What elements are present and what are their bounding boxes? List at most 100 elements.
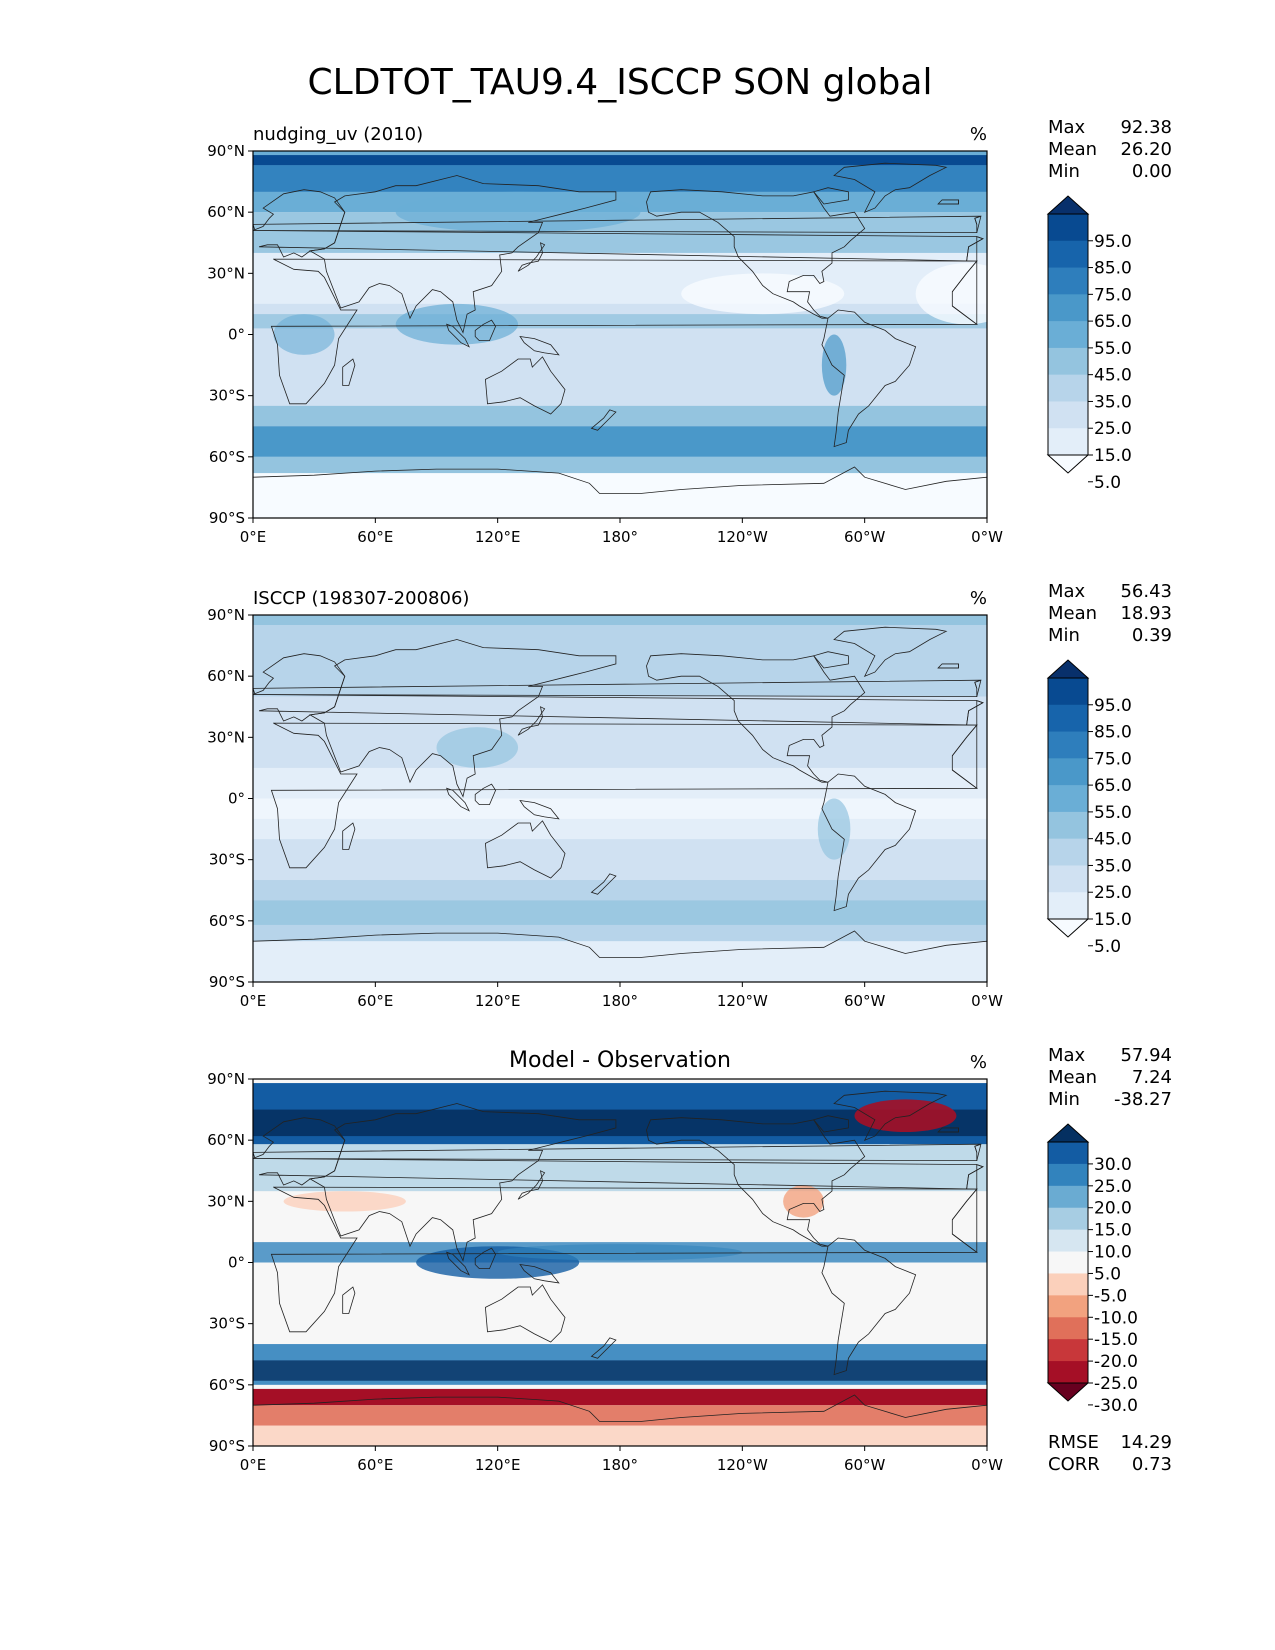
colorbar-segment <box>1048 811 1088 840</box>
colorbar-segment <box>1048 865 1088 893</box>
colorbar-label: 30.0 <box>1094 1155 1132 1175</box>
colorbar-label: 25.0 <box>1094 419 1132 439</box>
coastline-africa <box>270 258 978 405</box>
lon-axis: 0°E 60°E 120°E 180° 120°W 60°W 0°W <box>240 982 1003 1010</box>
lon-tick-label: 0°W <box>971 992 1003 1010</box>
lat-tick-label: 60°N <box>207 1131 245 1149</box>
coastline-uk-wrap <box>974 679 982 697</box>
lat-tick-label: 30°N <box>207 264 245 282</box>
coastline-europe-wrap <box>966 236 984 262</box>
field-band <box>253 1388 987 1406</box>
colorbar-extend-max <box>1046 195 1090 215</box>
coastline-newZealand <box>590 873 617 895</box>
field-band <box>253 1405 987 1426</box>
lon-tick-label: 120°W <box>717 528 768 546</box>
lon-tick-label: 0°W <box>971 1456 1003 1474</box>
stat-value: 14.29 <box>1120 1432 1172 1453</box>
lon-tick-label: 60°W <box>844 1456 886 1474</box>
colorbar-frame <box>1047 213 1089 456</box>
stat-label: Mean <box>1048 1067 1097 1088</box>
field-band <box>253 365 987 406</box>
coastline-northAmerica <box>646 1117 866 1247</box>
rmse-corr-box: RMSE 14.29 CORR 0.73 <box>1048 1432 1172 1475</box>
colorbar-label: -10.0 <box>1094 1308 1138 1328</box>
colorbar-label: -30.0 <box>1094 1396 1138 1416</box>
stat-label: Min <box>1048 161 1080 182</box>
coastline-asia <box>308 1103 617 1262</box>
colorbar-segment <box>1048 1317 1088 1340</box>
panel-units: % <box>970 1052 987 1073</box>
stat-label: Max <box>1048 117 1086 138</box>
colorbar-segment <box>1048 1142 1088 1165</box>
colorbar-segment <box>1048 1163 1088 1187</box>
coastline-newGuinea <box>519 1263 560 1284</box>
stat-value: 0.39 <box>1132 625 1172 646</box>
lat-tick-label: 0° <box>228 1254 245 1272</box>
colorbar-label: 85.0 <box>1094 259 1132 279</box>
colorbar-segment <box>1048 1229 1088 1253</box>
colorbar-label: 20.0 <box>1094 1199 1132 1219</box>
colorbar-extend-min <box>1046 1382 1090 1402</box>
field-band <box>253 303 987 366</box>
colorbar-extend-max <box>1046 1123 1090 1143</box>
coastline-madagascar <box>342 358 356 386</box>
colorbar-segment <box>1048 401 1088 429</box>
colorbar-segment <box>1048 1251 1088 1274</box>
lon-tick-label: 60°E <box>357 992 393 1010</box>
colorbar-segment <box>1048 294 1088 322</box>
lat-tick-label: 30°S <box>209 1315 245 1333</box>
colorbar-segment <box>1048 428 1088 456</box>
coastline-southAmerica <box>821 773 917 912</box>
colorbar: 95.0 85.0 75.0 65.0 55.0 45.0 35.0 25.0 15.0 5.0 <box>1046 659 1132 957</box>
panel-units: % <box>970 124 987 145</box>
lon-tick-label: 120°W <box>717 1456 768 1474</box>
field-band <box>253 155 987 166</box>
colorbar-label: 55.0 <box>1094 803 1132 823</box>
field-region <box>854 1099 957 1133</box>
lon-tick-label: 0°E <box>240 1456 267 1474</box>
colorbar-segment <box>1048 838 1088 866</box>
colorbar: 30.025.020.015.010.05.0-5.0-10.0-15.0-20… <box>1046 1123 1138 1416</box>
colorbar-label: 25.0 <box>1094 1177 1132 1197</box>
coastlines <box>252 1090 988 1447</box>
coastline-australia <box>484 356 566 415</box>
colorbar-segment <box>1048 1185 1088 1209</box>
lon-tick-label: 60°W <box>844 528 886 546</box>
field-band <box>253 405 987 427</box>
colorbar-extend-min <box>1046 454 1090 474</box>
colorbar-segment <box>1048 321 1088 349</box>
field-band <box>253 798 987 819</box>
stat-value: 0.00 <box>1132 161 1172 182</box>
coastline-northAmerica <box>646 653 866 783</box>
lat-tick-label: 60°N <box>207 667 245 685</box>
lon-tick-label: 180° <box>602 992 638 1010</box>
colorbar-segment <box>1048 267 1088 295</box>
coastline-africa <box>270 722 978 869</box>
field-region <box>783 1185 824 1218</box>
stat-value: 57.94 <box>1120 1045 1172 1066</box>
colorbar-label: 45.0 <box>1094 830 1132 850</box>
coastline-asia <box>308 639 617 798</box>
lat-tick-label: 30°N <box>207 1192 245 1210</box>
coastline-uk-wrap <box>974 215 982 233</box>
lat-tick-label: 90°N <box>207 1070 245 1088</box>
stat-label: Max <box>1048 581 1086 602</box>
coastline-japan <box>517 1170 546 1200</box>
coastline-borneo <box>474 319 497 341</box>
lon-tick-label: 120°E <box>475 528 521 546</box>
field-region <box>915 263 987 325</box>
colorbar: 95.0 85.0 75.0 65.0 55.0 45.0 35.0 25.0 15.0 5.0 <box>1046 195 1132 493</box>
field-band <box>253 900 987 925</box>
colorbar-segment <box>1048 1339 1088 1362</box>
coastline-africa <box>270 1186 978 1333</box>
lat-tick-label: 60°S <box>209 1376 245 1394</box>
stat-value: 18.93 <box>1120 603 1172 624</box>
stats-box: Max 92.38 Mean 26.20 Min 0.00 <box>1048 117 1172 182</box>
lat-tick-label: 60°S <box>209 912 245 930</box>
stat-value: 56.43 <box>1120 581 1172 602</box>
colorbar-frame <box>1047 1141 1089 1384</box>
field-region <box>273 314 335 355</box>
lat-axis: 90°N 60°N 30°N 0° 30°S 60°S 90°S <box>207 606 253 991</box>
coastline-madagascar <box>342 1286 356 1314</box>
